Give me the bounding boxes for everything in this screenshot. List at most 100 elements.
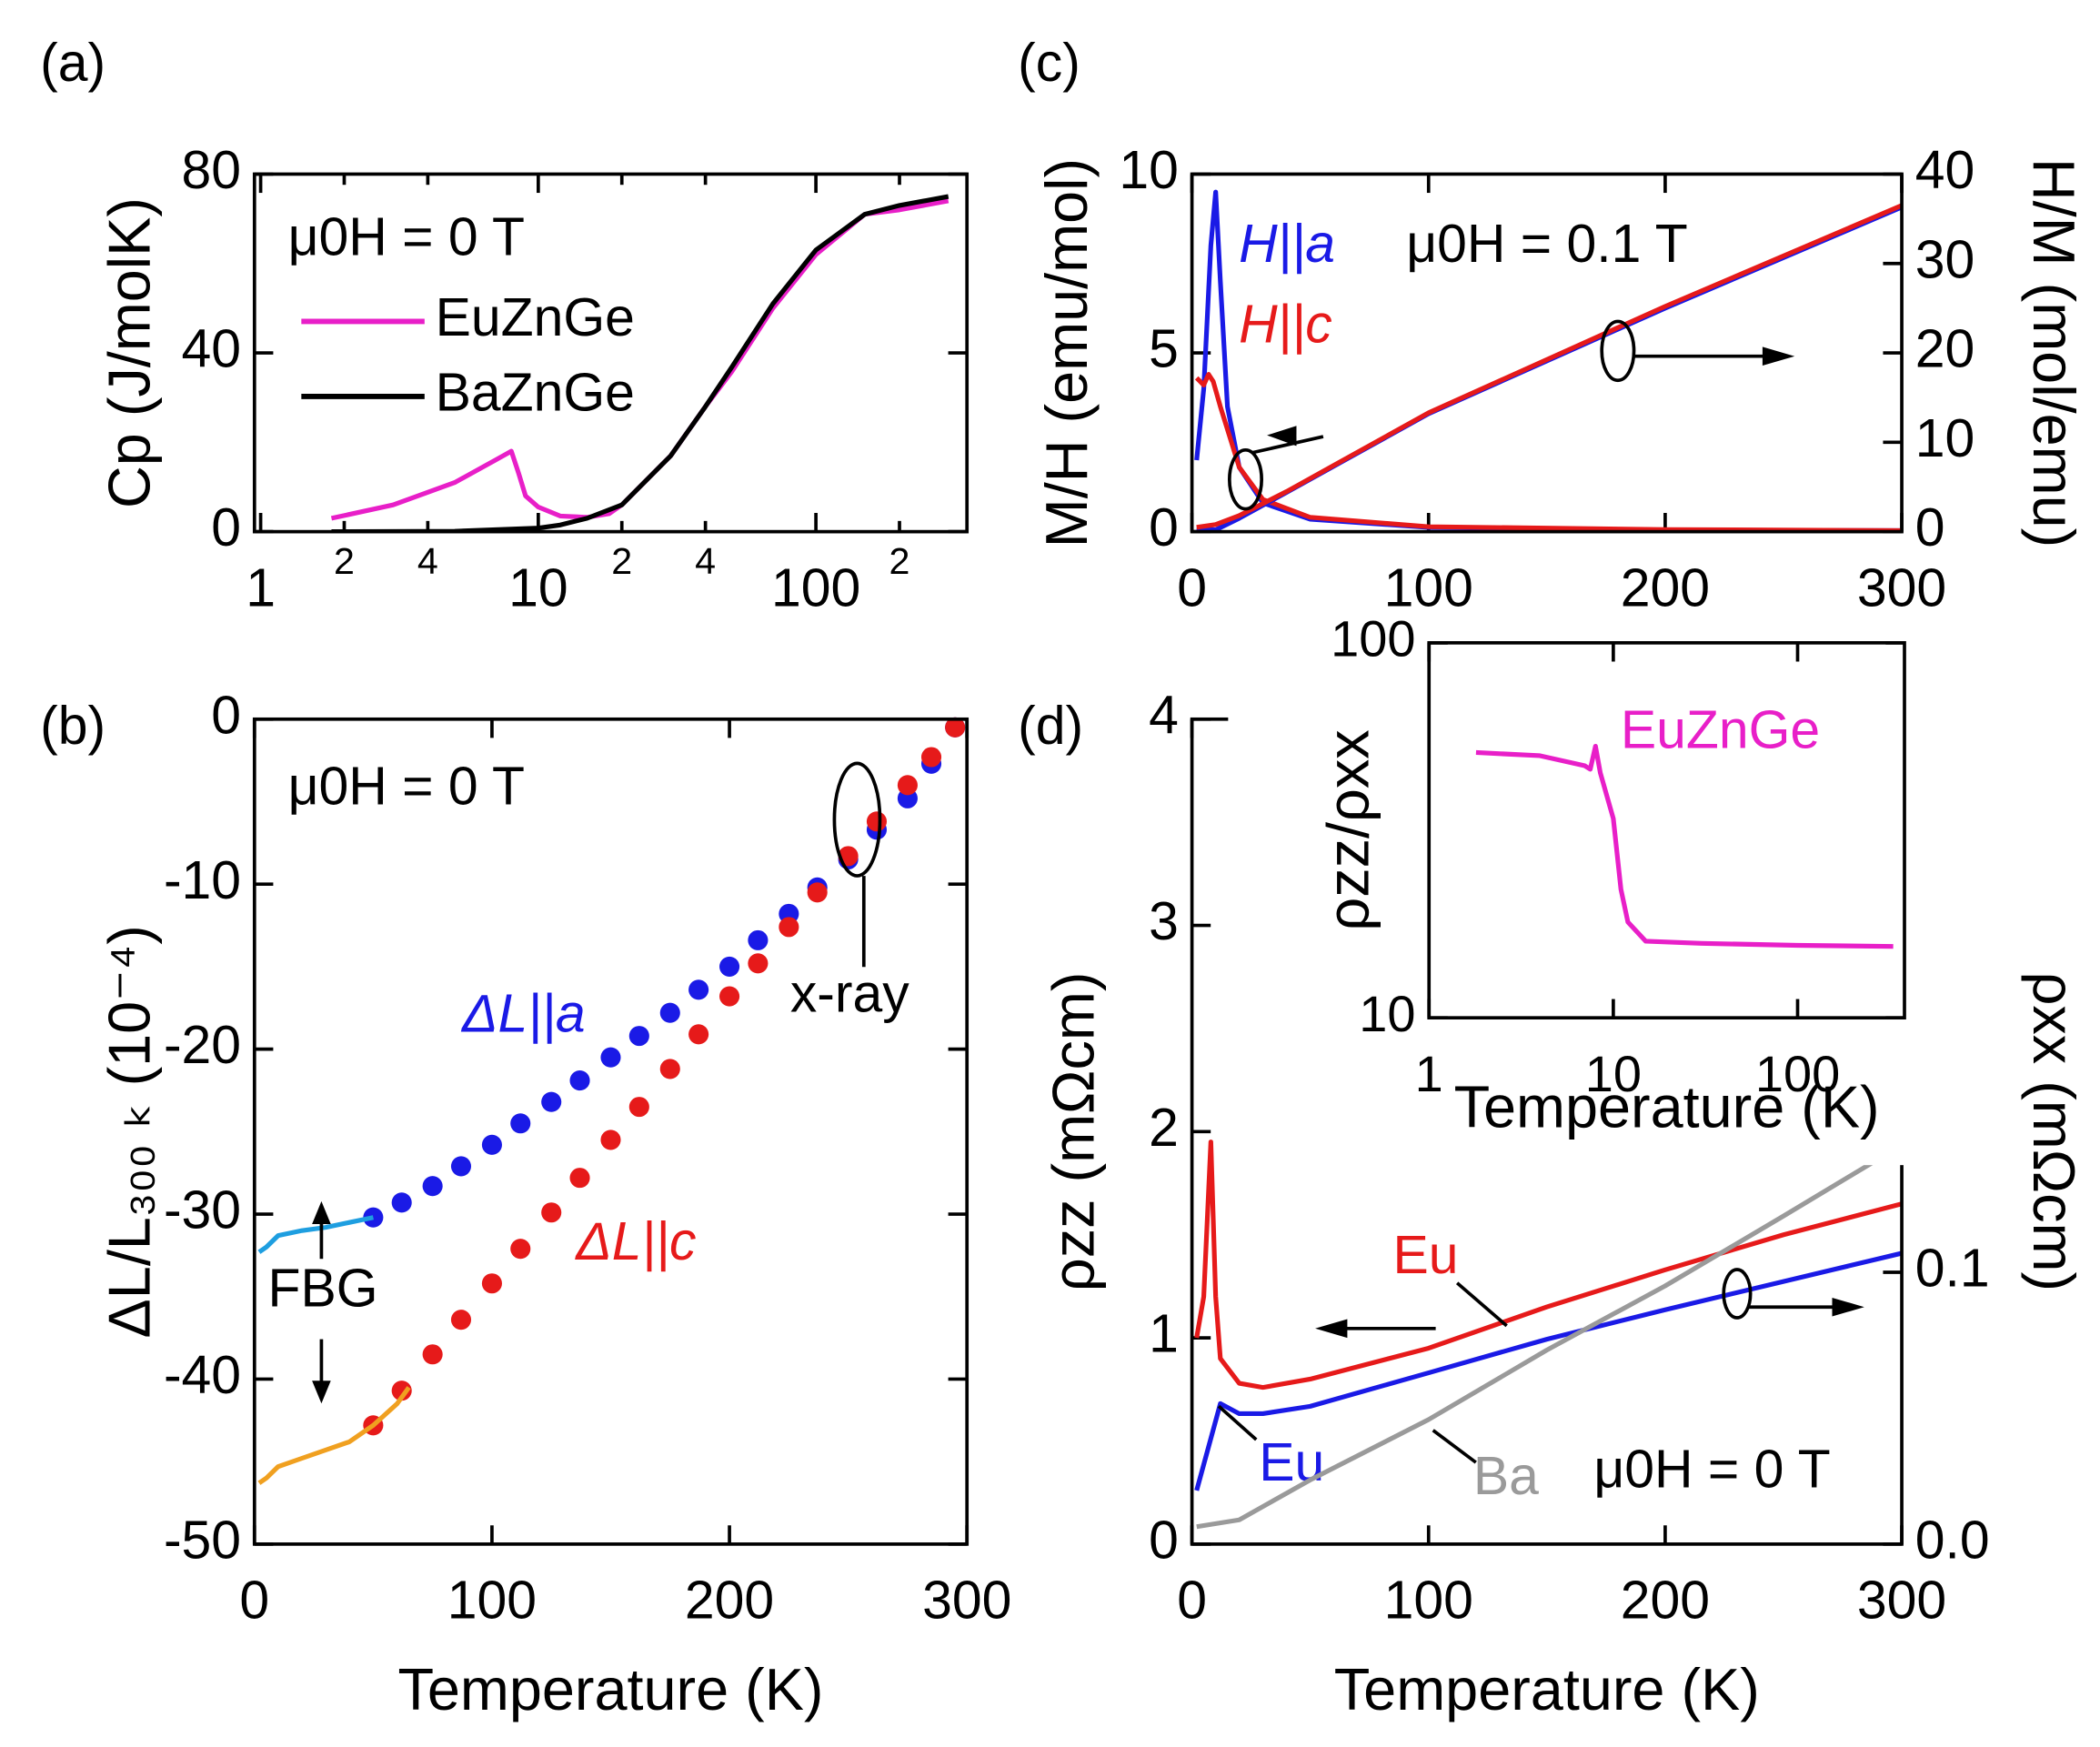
- c-ellipse: [1227, 447, 1264, 511]
- x-tick-label: 10: [508, 558, 568, 617]
- data-point: [510, 1113, 531, 1134]
- x-tick-label: 100: [1384, 558, 1473, 617]
- y-tick-label: 100: [1331, 610, 1415, 668]
- y-tick-label: 3: [1149, 892, 1179, 951]
- y2-tick-label: 20: [1915, 320, 1975, 379]
- data-point: [628, 1097, 649, 1118]
- annotation: μ0H = 0 T: [288, 208, 525, 267]
- annotation: μ0H = 0 T: [1593, 1440, 1830, 1499]
- series-label: H||a: [1239, 215, 1335, 275]
- y-tick-label: -20: [164, 1016, 241, 1075]
- eu-leader: [1217, 1404, 1258, 1441]
- x-tick-label: 4: [417, 540, 438, 582]
- y-tick-label: 2: [1149, 1099, 1179, 1158]
- y-axis-label: ρzz/ρxx: [1314, 729, 1381, 930]
- panel-label: (c): [1018, 34, 1080, 93]
- panel-label: (b): [40, 697, 106, 756]
- data-point: [719, 956, 740, 977]
- data-point: [807, 882, 828, 903]
- y2-tick-label: 40: [1915, 141, 1975, 200]
- series-label: EuZnGe: [1621, 701, 1820, 760]
- axes-frame: [252, 717, 970, 1546]
- y-tick-label: 10: [1119, 141, 1179, 200]
- data-line: [331, 194, 950, 532]
- data-point: [422, 1344, 443, 1365]
- c-ellipse: [1600, 319, 1636, 383]
- data-point: [481, 1134, 502, 1155]
- data-point: [945, 717, 966, 738]
- data-point: [450, 1156, 472, 1177]
- x-tick-label: 0: [239, 1571, 269, 1631]
- d-ellipse: [1722, 1268, 1753, 1320]
- x-axis-label: Temperature (K): [1454, 1073, 1880, 1140]
- fbg-arrowhead: [312, 1381, 331, 1404]
- y-tick-label: 40: [182, 320, 242, 379]
- data-point: [450, 1310, 472, 1330]
- y2-tick-label: 30: [1915, 230, 1975, 289]
- c-arrow: [1251, 435, 1324, 455]
- series-label: ΔL||a: [460, 985, 586, 1045]
- axes-frame: [252, 172, 970, 534]
- data-point: [422, 1176, 443, 1197]
- legend-label: BaZnGe: [436, 363, 635, 422]
- y2-tick-label: 0: [1915, 498, 1945, 557]
- y-tick-label: 4: [1149, 686, 1179, 745]
- x-axis-label: Temperature (K): [1334, 1656, 1760, 1722]
- x-tick-label: 300: [922, 1571, 1011, 1631]
- y-tick-label: 0: [211, 498, 241, 557]
- annotation-arrows: [312, 319, 1864, 1464]
- x-ray-ellipse: [832, 761, 882, 878]
- x-tick-label: 200: [1621, 1571, 1710, 1631]
- y-tick-label: -50: [164, 1511, 241, 1570]
- data-line: [1194, 372, 1903, 532]
- plot-area: 0 100 200 300 -50 -40 -30 -20 -10 0 ΔL||a ΔL||c (b) T…: [40, 686, 1011, 1722]
- y-tick-label: 0: [211, 686, 241, 745]
- x-tick-label: 1: [246, 558, 276, 617]
- y-tick-label: 0: [1149, 498, 1179, 557]
- data-point: [628, 1026, 649, 1047]
- data-point: [866, 811, 888, 832]
- data-point: [659, 1002, 680, 1023]
- y2-tick-label: 0.1: [1915, 1240, 1990, 1299]
- plot-area: 1 2 4 10 2 4 100 2 0 40 80 EuZnGe BaZnGe (a) Cp (J/mol…: [40, 34, 970, 617]
- data-point: [541, 1091, 562, 1112]
- axes-frame: [1427, 641, 1906, 1020]
- data-line: [1194, 1140, 1903, 1391]
- series-label: ΔL||c: [574, 1212, 696, 1272]
- panel-label: (a): [40, 34, 106, 93]
- x-tick-label: 100: [771, 558, 860, 617]
- x-tick-label: 300: [1857, 558, 1946, 617]
- data-point: [748, 929, 769, 950]
- x-tick-label: 100: [447, 1571, 537, 1631]
- y-axis-label: ρzz (mΩcm): [1040, 972, 1107, 1292]
- y-axis-label: M/H (emu/mol): [1033, 158, 1100, 547]
- y2-tick-label: 0.0: [1915, 1511, 1990, 1570]
- x-tick-label: 2: [889, 540, 910, 582]
- data-point: [600, 1047, 621, 1068]
- data-point: [779, 917, 799, 938]
- y-tick-label: 1: [1149, 1305, 1179, 1364]
- x-tick-label: 200: [685, 1571, 774, 1631]
- x-tick-label: 2: [334, 540, 355, 582]
- data-point: [541, 1202, 562, 1223]
- data-line: [257, 1215, 374, 1254]
- data-point: [569, 1168, 590, 1189]
- data-point: [748, 953, 769, 974]
- y-tick-label: -30: [164, 1181, 241, 1240]
- data-point: [688, 1024, 709, 1045]
- y2-axis-label: ρxx (mΩcm): [2021, 972, 2087, 1292]
- data-line: [1475, 743, 1894, 949]
- data-point: [659, 1059, 680, 1079]
- y-axis-label: Cp (J/molK): [95, 197, 162, 508]
- y2-tick-label: 10: [1915, 409, 1975, 468]
- series-label: H||c: [1239, 295, 1332, 355]
- axes-frame: [1190, 172, 1904, 534]
- data-point: [897, 775, 918, 796]
- annotation: μ0H = 0 T: [288, 757, 525, 816]
- data-line: [1196, 203, 1903, 530]
- y-tick-label: 10: [1359, 985, 1415, 1042]
